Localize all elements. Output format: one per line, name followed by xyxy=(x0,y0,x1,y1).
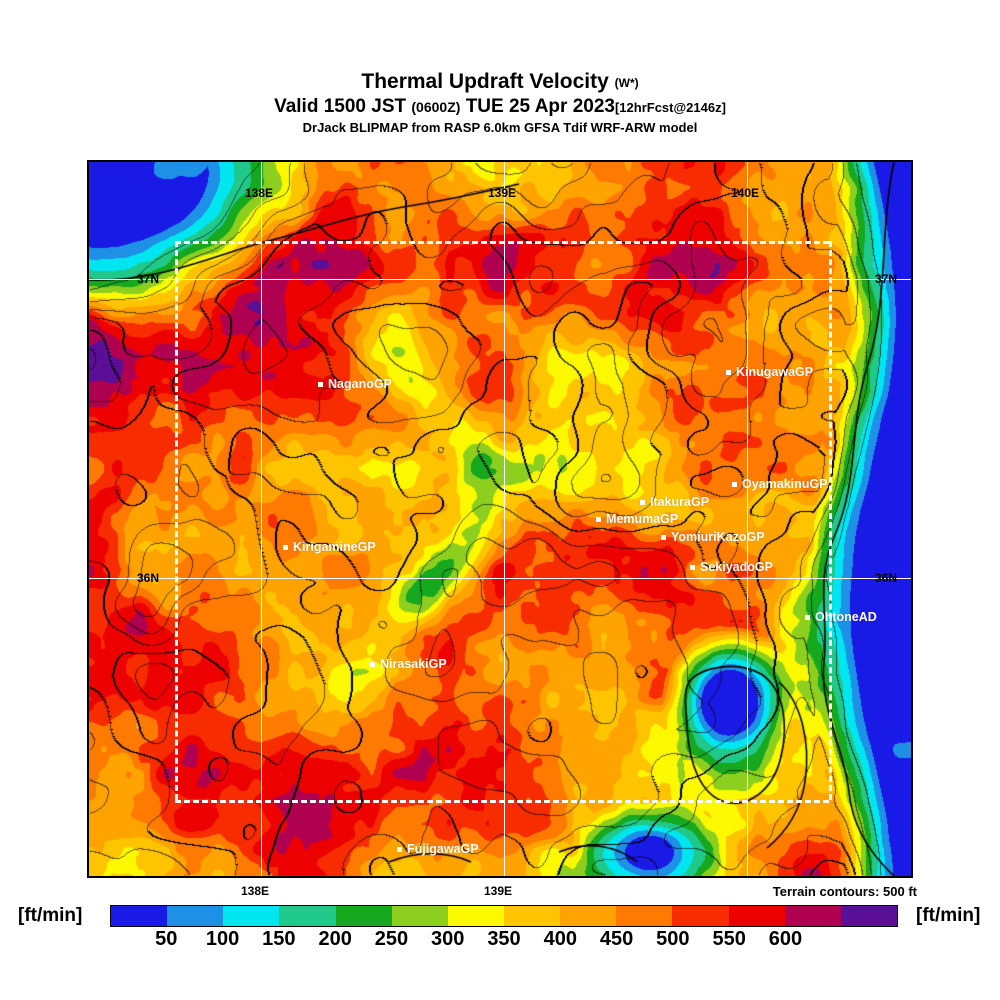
graticule-meridian-0 xyxy=(261,162,262,876)
graticule-meridian-2 xyxy=(747,162,748,876)
colorbar-segment-9 xyxy=(616,906,673,926)
station-label: YomiuriKazoGP xyxy=(671,530,765,544)
title-block: Thermal Updraft Velocity (W*) Valid 1500… xyxy=(0,70,1000,137)
bottom-lon-label-138e: 138E xyxy=(241,884,270,898)
colorbar-tick-500: 500 xyxy=(656,928,690,950)
colorbar[interactable] xyxy=(110,905,898,927)
station-sekiyadogp[interactable]: SekiyadoGP xyxy=(690,561,773,573)
colorbar-tick-350: 350 xyxy=(487,928,521,950)
title-main-text: Thermal Updraft Velocity xyxy=(361,70,609,93)
colorbar-segment-6 xyxy=(447,906,504,926)
station-yomiurikazogp[interactable]: YomiuriKazoGP xyxy=(661,531,765,543)
bottom-lon-label-139e: 139E xyxy=(484,884,513,898)
map-frame[interactable]: 138E 139E 140E 37N 37N 36N 36N NaganoGP Kinugawa… xyxy=(87,160,913,878)
station-oyamakinugp[interactable]: OyamakinuGP xyxy=(732,478,827,490)
colorbar-segment-13 xyxy=(840,906,897,926)
colorbar-unit-right: [ft/min] xyxy=(916,905,981,926)
colorbar-tick-50: 50 xyxy=(155,928,178,950)
lat-label-37n-right: 37N xyxy=(875,272,898,286)
station-naganogp[interactable]: NaganoGP xyxy=(318,378,392,390)
thermal-updraft-heatmap[interactable] xyxy=(89,162,911,876)
station-marker-icon xyxy=(726,370,731,375)
station-marker-icon xyxy=(596,517,601,522)
colorbar-tick-100: 100 xyxy=(205,928,240,950)
lat-label-36n-left: 36N xyxy=(137,571,160,585)
station-marker-icon xyxy=(397,847,402,852)
station-label: OyamakinuGP xyxy=(742,477,828,491)
subdomain-box-left xyxy=(175,241,178,800)
valid-date: TUE 25 Apr 2023 xyxy=(465,96,615,117)
station-itakuragp[interactable]: ItakuraGP xyxy=(640,496,709,508)
colorbar-tick-450: 450 xyxy=(599,928,634,950)
colorbar-segment-2 xyxy=(223,906,280,926)
model-source-line: DrJack BLIPMAP from RASP 6.0km GFSA Tdif… xyxy=(302,120,698,135)
station-label: KirigamineGP xyxy=(293,540,376,554)
station-nirasakigp[interactable]: NirasakiGP xyxy=(370,658,447,670)
colorbar-segment-3 xyxy=(279,906,336,926)
colorbar-segment-7 xyxy=(503,906,561,926)
station-label: ItakuraGP xyxy=(650,495,710,509)
forecast-stamp: [12hrFcst@2146z] xyxy=(614,100,726,115)
station-marker-icon xyxy=(805,615,810,620)
valid-time-local: Valid 1500 JST xyxy=(274,96,407,117)
lat-label-37n-left: 37N xyxy=(137,272,160,286)
graticule-parallel-1 xyxy=(89,578,911,579)
colorbar-tick-150: 150 xyxy=(262,928,296,950)
subdomain-box-right xyxy=(829,241,832,800)
colorbar-segment-8 xyxy=(560,906,617,926)
graticule-meridian-1 xyxy=(504,162,505,876)
station-marker-icon xyxy=(732,482,737,487)
valid-time-line: Valid 1500 JST (0600Z) TUE 25 Apr 2023[1… xyxy=(0,96,1000,119)
colorbar-tick-400: 400 xyxy=(543,928,577,950)
station-kinugawagp[interactable]: KinugawaGP xyxy=(726,366,813,378)
valid-time-utc: (0600Z) xyxy=(411,99,461,115)
station-kirigaminegp[interactable]: KirigamineGP xyxy=(283,541,376,553)
top-lon-label-140e: 140E xyxy=(731,186,760,200)
subdomain-box-bottom xyxy=(175,800,829,803)
station-label: OhtoneAD xyxy=(815,610,877,624)
colorbar-tick-300: 300 xyxy=(431,928,465,950)
station-label: SekiyadoGP xyxy=(700,560,773,574)
station-memumagp[interactable]: MemumaGP xyxy=(596,513,678,525)
colorbar-segment-5 xyxy=(391,906,448,926)
station-fujigawagp[interactable]: FujigawaGP xyxy=(397,843,479,855)
colorbar-segment-4 xyxy=(335,906,392,926)
station-marker-icon xyxy=(318,382,323,387)
colorbar-unit-left: [ft/min] xyxy=(18,905,83,926)
title-variable-symbol: (W*) xyxy=(614,76,639,90)
station-marker-icon xyxy=(640,500,645,505)
colorbar-tick-550: 550 xyxy=(712,928,746,950)
colorbar-segment-11 xyxy=(728,906,785,926)
page-title: Thermal Updraft Velocity (W*) xyxy=(0,70,1000,96)
colorbar-segment-12 xyxy=(784,906,841,926)
station-marker-icon xyxy=(690,565,695,570)
station-label: MemumaGP xyxy=(606,512,679,526)
colorbar-segment-0 xyxy=(111,906,168,926)
top-lon-label-139e: 139E xyxy=(488,186,517,200)
colorbar-tick-250: 250 xyxy=(374,928,409,950)
station-label: NirasakiGP xyxy=(380,657,447,671)
colorbar-tick-labels: 50 100 150 200 250 300 350 400 450 500 550 600 xyxy=(110,928,898,952)
colorbar-tick-200: 200 xyxy=(318,928,352,950)
colorbar-segment-10 xyxy=(672,906,729,926)
station-marker-icon xyxy=(661,535,666,540)
colorbar-tick-600: 600 xyxy=(768,928,803,950)
station-marker-icon xyxy=(370,662,375,667)
graticule-parallel-0 xyxy=(89,279,911,280)
station-marker-icon xyxy=(283,545,288,550)
station-label: NaganoGP xyxy=(328,377,392,391)
top-lon-label-138e: 138E xyxy=(245,186,274,200)
station-label: KinugawaGP xyxy=(736,365,814,379)
terrain-contours-note: Terrain contours: 500 ft xyxy=(772,884,917,899)
subdomain-box-top xyxy=(175,241,829,244)
lat-label-36n-right: 36N xyxy=(875,571,898,585)
colorbar-segment-1 xyxy=(167,906,224,926)
station-ohtonead[interactable]: OhtoneAD xyxy=(805,611,877,623)
station-label: FujigawaGP xyxy=(407,842,479,856)
